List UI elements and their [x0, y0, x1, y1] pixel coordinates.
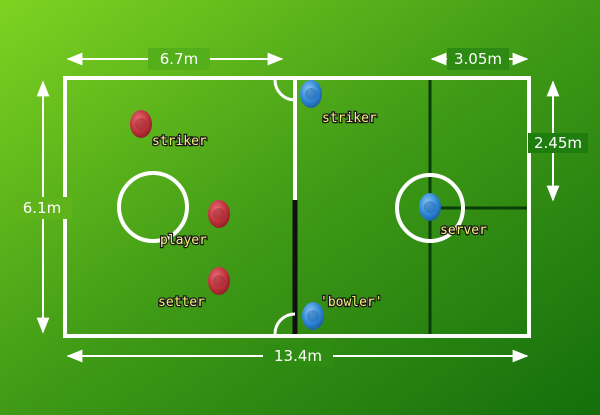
red-player-icon [130, 110, 152, 138]
red-player-icon [208, 200, 230, 228]
blue-player-icon [300, 80, 322, 108]
dimension-bottom: 13.4m [274, 347, 322, 365]
blue-player-label: striker [322, 111, 377, 126]
blue-player-label: server [440, 223, 487, 238]
blue-player-icon [419, 193, 441, 221]
red-player-striker: striker [130, 110, 208, 150]
dimension-top-right: 3.05m [454, 50, 502, 68]
dimension-top-left: 6.7m [160, 50, 198, 68]
center-arc-top [273, 79, 296, 102]
center-arc-bottom [273, 312, 296, 335]
blue-player-server: server [419, 193, 488, 239]
red-player-setter: setter [157, 267, 230, 311]
red-player-icon [208, 267, 230, 295]
right-circle [395, 173, 465, 243]
blue-player-striker: striker [300, 80, 378, 127]
red-player-player: player [159, 200, 230, 249]
dimension-left: 6.1m [23, 199, 61, 217]
red-player-label: setter [158, 295, 205, 310]
left-circle [117, 171, 189, 243]
red-player-label: striker [152, 134, 207, 149]
blue-player-icon [302, 302, 324, 330]
dimension-right: 2.45m [534, 134, 582, 152]
blue-player-bowler: 'bowler' [302, 294, 384, 330]
blue-player-label: 'bowler' [320, 295, 383, 310]
red-player-label: player [160, 233, 207, 248]
